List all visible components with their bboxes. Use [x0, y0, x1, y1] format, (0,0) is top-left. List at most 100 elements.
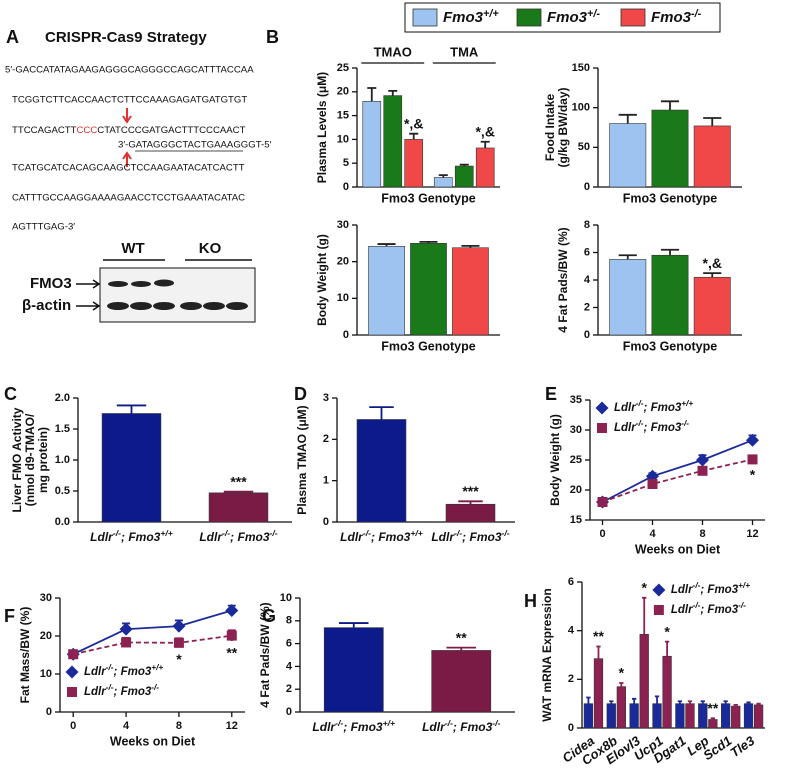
y-axis-label: Food Intake: [543, 94, 557, 162]
sequence-line: CATTTGCCAAGGAAAAGAACCTCCTGAAATACATAC: [12, 193, 245, 204]
error-bar: [664, 640, 670, 657]
y-tick-label: 0: [568, 722, 574, 734]
x-axis-label: Fmo3 Genotype: [381, 339, 476, 353]
legend-marker: [65, 665, 79, 679]
bar: [475, 147, 495, 188]
point: [747, 454, 758, 465]
error-bar: [116, 404, 147, 414]
y-tick-label: 1.0: [55, 454, 70, 466]
bar: [616, 686, 626, 729]
error-bar: [461, 245, 480, 248]
bar: [445, 503, 496, 523]
group-label: TMA: [450, 44, 479, 59]
y-tick-label: 0: [286, 706, 292, 718]
y-axis-label: Liver FMO Activity: [10, 407, 24, 512]
y-tick-label: 2: [286, 683, 292, 695]
y-axis-label: 4 Fat Pads/BW (%): [258, 602, 272, 707]
error-bar: [419, 240, 438, 244]
significance: *: [176, 651, 182, 667]
y-axis-label: 4 Fat Pads/BW (%): [556, 227, 570, 332]
y-tick-label: 1: [323, 475, 329, 487]
y-tick-label: 30: [40, 592, 52, 604]
bar: [362, 101, 382, 188]
y-tick-label: 20: [570, 484, 582, 496]
panel-label: H: [524, 591, 537, 611]
y-axis-label: Fat Mass/BW (%): [18, 607, 32, 704]
x-tick-label: 12: [746, 528, 758, 540]
bar: [609, 123, 647, 188]
bar: [685, 703, 695, 729]
error-bar: [631, 697, 637, 704]
error-bar: [596, 645, 601, 659]
bar: [675, 703, 685, 729]
blot-bands: [107, 279, 248, 310]
y-tick-label: 20: [337, 256, 349, 268]
bar: [639, 634, 649, 729]
cut-arrow: [122, 108, 132, 124]
significance: *,&: [404, 115, 423, 131]
point: [597, 497, 608, 507]
error-bar: [446, 646, 477, 651]
panel-label: D: [294, 384, 307, 404]
x-tick-label: 8: [176, 720, 182, 732]
sequence-line: TCATGCATCACAGCAAGCTCCAAGAATACATCACTT: [12, 163, 245, 174]
error-bar: [660, 100, 680, 111]
band-arrow: [76, 279, 101, 311]
sequence-part: TTCCAGACTT: [12, 125, 77, 136]
bar: [208, 492, 269, 523]
y-tick-label: 8: [584, 219, 590, 231]
y-tick-label: 0: [584, 329, 590, 341]
y-tick-label: 10: [337, 133, 349, 145]
panel-a: CRISPR-Cas9 Strategy 5′-GACCATATAGAAGAGG…: [5, 29, 272, 323]
error-bar: [409, 132, 419, 140]
significance: ***: [462, 483, 479, 499]
error-bar: [438, 174, 448, 178]
point: [173, 637, 184, 648]
x-axis-label: Weeks on Diet: [110, 734, 196, 748]
x-tick-label: Ldlr-/-; Fmo3-/-: [431, 528, 509, 544]
x-axis-label: Fmo3 Genotype: [381, 191, 476, 205]
significance: *: [750, 467, 756, 483]
y-tick-label: 4: [286, 660, 293, 672]
significance: *: [619, 665, 625, 681]
error-bar: [388, 89, 398, 96]
bar: [356, 419, 407, 523]
error-bar: [377, 243, 396, 247]
series-line: [602, 458, 753, 503]
bar: [101, 413, 162, 523]
legend-swatch: [412, 8, 438, 27]
legend-marker: [595, 401, 609, 415]
y-tick-label: 6: [584, 246, 590, 258]
group-label: TMAO: [374, 44, 412, 59]
point: [697, 465, 708, 476]
y-tick-label: 20: [337, 86, 349, 98]
legend-label: Fmo3-/-: [651, 8, 702, 26]
bar: [452, 247, 489, 336]
significance: **: [226, 645, 237, 661]
y-tick-label: 2.0: [55, 392, 70, 404]
legend-label: Fmo3+/+: [443, 8, 499, 26]
significance: ***: [230, 473, 247, 489]
x-tick-label: 12: [226, 720, 238, 732]
panel-label: C: [4, 384, 17, 404]
bar: [368, 245, 405, 336]
y-tick-label: 10: [40, 668, 52, 680]
lane-label: WT: [121, 240, 144, 257]
cut-arrow: [122, 151, 132, 167]
sequence-line: 5′-GACCATATAGAAGAGGGCAGGGCCAGCATTTACCAA: [5, 65, 254, 76]
bar: [662, 655, 672, 729]
significance: **: [456, 629, 467, 645]
error-bar: [710, 717, 716, 720]
error-bar: [459, 163, 469, 167]
y-tick-label: 10: [280, 592, 292, 604]
error-bar: [458, 500, 483, 505]
y-tick-label: 100: [572, 102, 590, 114]
y-tick-label: 6: [568, 576, 574, 588]
point: [647, 479, 658, 489]
bar: [593, 658, 604, 729]
y-tick-label: 4: [568, 625, 575, 637]
bar: [731, 705, 741, 729]
y-tick-label: 6: [286, 638, 292, 650]
bar: [652, 703, 662, 729]
error-bar: [660, 248, 680, 256]
